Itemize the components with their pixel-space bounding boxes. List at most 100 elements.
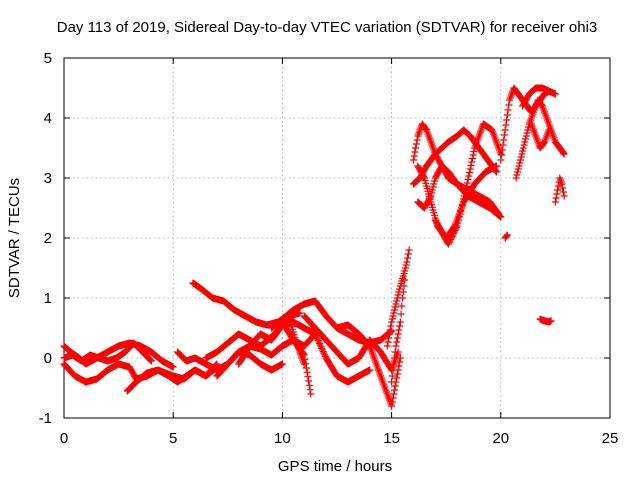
series-track-t [431, 120, 505, 248]
data-point [452, 224, 460, 231]
data-point [463, 179, 471, 187]
data-point [520, 141, 528, 149]
data-point [560, 192, 568, 200]
series-track-w [519, 84, 559, 110]
data-point [447, 236, 455, 243]
data-point [405, 246, 413, 254]
data-point [319, 348, 327, 356]
data-point [503, 231, 511, 239]
x-tick-label: 20 [492, 430, 509, 447]
data-point [391, 386, 399, 394]
data-point [300, 360, 308, 368]
data-point [459, 198, 467, 206]
data-point [519, 144, 527, 152]
data-point [386, 326, 394, 334]
data-point [387, 322, 395, 330]
data-point [559, 188, 567, 196]
data-point [389, 312, 397, 320]
data-point [551, 198, 559, 206]
data-point [420, 173, 428, 181]
data-point [393, 297, 401, 305]
data-point [316, 341, 324, 349]
y-axis-label: SDTVAR / TECUs [6, 178, 23, 298]
data-point [147, 357, 155, 365]
data-point [554, 186, 562, 194]
data-point [393, 370, 401, 378]
data-point [450, 228, 458, 236]
data-point [517, 153, 525, 161]
data-point [465, 169, 473, 176]
data-point [464, 176, 472, 183]
x-tick-label: 15 [383, 430, 400, 447]
data-point [522, 135, 530, 143]
data-point [456, 210, 464, 218]
data-point [393, 338, 401, 346]
data-point [306, 386, 314, 394]
data-point [460, 192, 468, 200]
data-point [395, 362, 403, 370]
data-point [518, 150, 526, 158]
series-track-c [60, 339, 155, 365]
data-point [558, 180, 566, 188]
data-point [457, 207, 465, 215]
data-points [60, 84, 568, 410]
data-point [304, 373, 312, 381]
data-point [446, 237, 454, 245]
data-point [305, 381, 313, 389]
data-point [500, 136, 508, 144]
x-tick-label: 10 [274, 430, 291, 447]
data-point [388, 318, 396, 326]
y-tick-label: 5 [44, 50, 52, 67]
y-tick-label: 4 [44, 110, 52, 127]
data-point [457, 204, 465, 212]
data-point [396, 322, 404, 330]
data-point [494, 209, 502, 217]
data-point [553, 190, 561, 198]
data-point [146, 356, 154, 363]
data-point [470, 148, 478, 155]
data-point [521, 138, 529, 146]
data-point [466, 165, 474, 173]
data-point [391, 303, 399, 311]
data-point [398, 302, 406, 310]
data-point [396, 318, 404, 326]
data-point [512, 174, 520, 182]
data-point [404, 250, 412, 258]
data-point [391, 382, 399, 390]
data-point [393, 374, 401, 382]
data-point [366, 366, 374, 374]
data-point [503, 116, 511, 124]
series-track-v [512, 96, 568, 182]
data-point [502, 121, 510, 129]
data-point [453, 222, 461, 230]
data-point [404, 254, 412, 262]
data-point [514, 168, 522, 176]
data-point [389, 366, 397, 374]
data-point [467, 162, 475, 169]
data-point [388, 398, 396, 406]
data-point [307, 390, 315, 398]
data-point [455, 213, 463, 221]
data-point [318, 346, 326, 354]
data-point [495, 210, 503, 218]
data-point [492, 168, 500, 176]
data-point [501, 126, 509, 134]
data-point [394, 330, 402, 338]
data-point [391, 306, 399, 314]
data-point [305, 377, 313, 385]
series-track-d [123, 363, 221, 395]
data-point [412, 140, 420, 148]
data-point [388, 372, 396, 380]
data-point [394, 291, 402, 299]
data-point [396, 285, 404, 293]
series-track-y [551, 174, 568, 206]
data-point [403, 258, 411, 266]
series-track-l [300, 312, 402, 374]
data-point [422, 125, 430, 133]
y-tick-label: 3 [44, 170, 52, 187]
data-point [445, 239, 453, 246]
series-track-o [388, 276, 409, 386]
data-point [314, 336, 322, 344]
data-point [385, 334, 393, 342]
